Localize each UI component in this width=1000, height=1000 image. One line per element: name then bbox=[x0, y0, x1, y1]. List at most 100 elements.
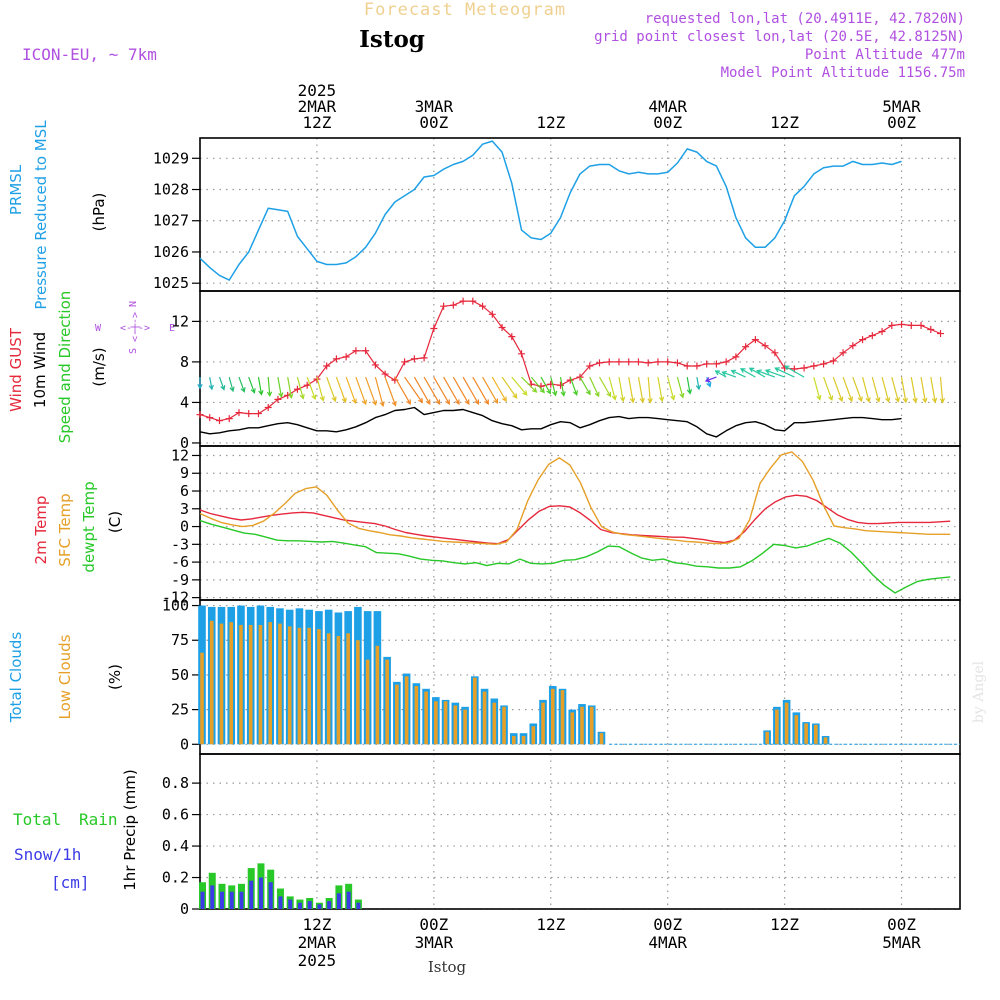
low-cloud-bar bbox=[531, 726, 536, 745]
gust-marker bbox=[820, 360, 828, 368]
wind-arrow bbox=[238, 376, 246, 393]
wind-arrow bbox=[482, 376, 499, 404]
gust-marker bbox=[703, 360, 711, 368]
clouds-ytick-label: 25 bbox=[171, 701, 189, 719]
wind-arrow bbox=[930, 376, 938, 404]
precip-labels: Total Rain Snow/1h [cm] 1hr Precip (mm) bbox=[13, 769, 139, 892]
model-point-altitude: Model Point Altitude 1156.75m bbox=[721, 65, 965, 81]
low-cloud-bar bbox=[775, 709, 779, 745]
wind-arrow bbox=[704, 376, 717, 383]
gust-marker bbox=[362, 347, 370, 355]
temp-ytick-label: 12 bbox=[171, 446, 189, 464]
gust-marker bbox=[654, 358, 662, 366]
low-cloud-bar bbox=[346, 633, 350, 745]
precip-ytick-label: 0.2 bbox=[162, 869, 189, 887]
gust-marker bbox=[907, 321, 915, 329]
gust-marker bbox=[245, 410, 253, 418]
gust-marker bbox=[859, 336, 867, 344]
wind-speed-line bbox=[199, 406, 902, 438]
wind-arrow bbox=[730, 369, 746, 378]
wind-arrow bbox=[920, 376, 928, 404]
footer-location: Istog bbox=[428, 958, 467, 976]
wind-arrow bbox=[443, 376, 460, 406]
low-cloud-bar bbox=[287, 626, 292, 745]
low-cloud-bar bbox=[336, 636, 341, 745]
gust-marker bbox=[498, 323, 506, 331]
gust-marker bbox=[410, 355, 418, 363]
wind-arrow bbox=[823, 376, 834, 402]
clouds-ytick-label: 100 bbox=[162, 597, 189, 615]
gust-marker bbox=[751, 336, 759, 344]
wind-arrow bbox=[842, 376, 853, 403]
low-cloud-bar bbox=[453, 705, 458, 745]
pressure-label-desc: Pressure Reduced to MSL bbox=[32, 120, 50, 310]
wind-arrow bbox=[783, 365, 805, 378]
gust-marker bbox=[839, 349, 847, 357]
wind-arrow bbox=[939, 377, 946, 404]
top-time-label: 00Z bbox=[419, 113, 448, 132]
gust-marker bbox=[196, 411, 204, 419]
model-label: ICON-EU, ~ 7km bbox=[22, 45, 157, 64]
gust-marker bbox=[810, 362, 818, 370]
gust-marker bbox=[898, 320, 906, 328]
precip-snow-bar bbox=[346, 891, 351, 909]
temp-ytick-label: 6 bbox=[180, 482, 189, 500]
precip-snow-bar bbox=[210, 885, 215, 909]
wind-arrow bbox=[579, 376, 591, 396]
gust-marker bbox=[712, 360, 720, 368]
wind-arrow bbox=[521, 376, 538, 393]
low-cloud-bar bbox=[375, 645, 380, 745]
wind-arrow bbox=[530, 376, 545, 394]
gust-marker bbox=[586, 362, 594, 370]
wind-arrow bbox=[686, 376, 693, 395]
low-cloud-bar bbox=[473, 677, 477, 745]
gust-marker bbox=[508, 333, 516, 341]
wind-arrow bbox=[900, 376, 908, 404]
top-time-label: 12Z bbox=[536, 113, 565, 132]
precip-label-cm: [cm] bbox=[51, 873, 90, 892]
wind-arrow bbox=[550, 376, 558, 397]
low-cloud-bar bbox=[521, 735, 526, 745]
bottom-time-label: 2MAR bbox=[298, 933, 337, 952]
gust-marker bbox=[206, 414, 214, 422]
low-cloud-bar bbox=[229, 622, 234, 745]
gust-marker bbox=[293, 385, 301, 393]
bottom-time-label: 12Z bbox=[770, 915, 799, 934]
pressure-line bbox=[199, 140, 902, 281]
temp-frame bbox=[199, 445, 961, 601]
gust-marker bbox=[518, 350, 526, 358]
wind-arrow bbox=[774, 367, 795, 378]
temp-label-2m: 2m Temp bbox=[32, 496, 50, 565]
bottom-time-label: 5MAR bbox=[882, 933, 921, 952]
cloud-label-low: Low Clouds bbox=[56, 634, 74, 719]
wind-arrow bbox=[296, 376, 305, 400]
low-cloud-bar bbox=[463, 709, 467, 745]
pressure-ytick-label: 1028 bbox=[153, 181, 189, 199]
low-cloud-bar bbox=[580, 706, 584, 745]
gust-marker bbox=[332, 355, 340, 363]
top-time-label: 12Z bbox=[302, 113, 331, 132]
gust-marker bbox=[459, 297, 467, 305]
wind-arrow bbox=[452, 376, 470, 405]
gust-marker bbox=[927, 325, 935, 333]
compass-n: N bbox=[128, 301, 139, 307]
wind-arrow bbox=[365, 376, 377, 406]
gust-marker bbox=[274, 395, 282, 403]
gust-marker bbox=[722, 358, 730, 366]
gust-marker bbox=[488, 310, 496, 318]
gust-marker bbox=[888, 321, 896, 329]
wind-arrow bbox=[404, 376, 424, 404]
precip-snow-bar bbox=[258, 877, 263, 909]
wind-arrow bbox=[764, 369, 785, 378]
wind-arrow bbox=[871, 376, 881, 403]
top-time-label: 3MAR bbox=[415, 97, 454, 116]
wind-arrow bbox=[637, 376, 645, 404]
precip-snow-bar bbox=[268, 882, 273, 909]
temp-ytick-label: -9 bbox=[171, 571, 189, 589]
pressure-ytick-label: 1025 bbox=[153, 274, 189, 292]
temp-ytick-label: 9 bbox=[180, 464, 189, 482]
low-cloud-bar bbox=[560, 690, 565, 745]
wind-arrow bbox=[257, 376, 264, 396]
